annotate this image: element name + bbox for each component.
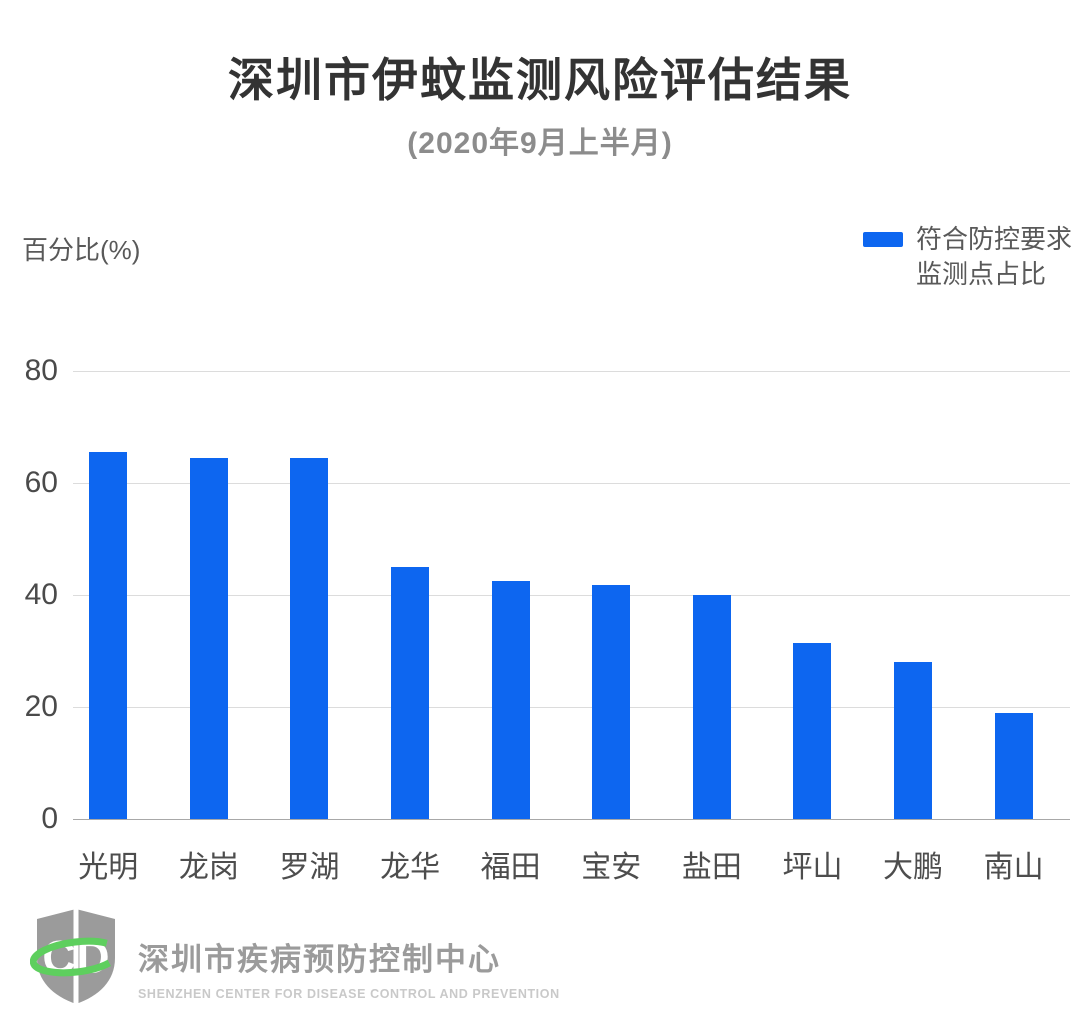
y-tick-label: 80 — [24, 354, 58, 387]
bar-band — [58, 371, 159, 819]
footer: C D 深圳市疾病预防控制中心 SHENZHEN CENTER FOR DISE… — [30, 906, 560, 1006]
x-axis-label: 福田 — [480, 851, 541, 884]
bar-band — [762, 371, 863, 819]
x-axis-label: 龙华 — [380, 851, 441, 884]
bar-坪山 — [793, 642, 832, 819]
x-axis-labels: 光明 龙岗 罗湖 龙华 福田 宝安 盐田 坪山 大鹏 南山 — [58, 842, 1064, 886]
bar-band — [460, 371, 561, 819]
x-axis-label: 龙岗 — [178, 851, 239, 884]
x-axis-label: 坪山 — [782, 851, 843, 884]
bar-盐田 — [692, 595, 731, 819]
y-axis-ticks: 0 20 40 60 80 — [0, 354, 58, 835]
bar-光明 — [89, 452, 128, 819]
bar-band — [259, 371, 360, 819]
x-axis-label: 光明 — [78, 851, 139, 884]
bar-band — [159, 371, 260, 819]
legend-swatch — [863, 232, 903, 247]
bar-宝安 — [592, 584, 631, 819]
bar-龙华 — [391, 567, 430, 819]
bar-龙岗 — [189, 457, 228, 819]
legend-label: 符合防控要求 监测点占比 — [916, 222, 1072, 292]
y-tick-label: 40 — [24, 578, 58, 611]
org-name-en: SHENZHEN CENTER FOR DISEASE CONTROL AND … — [138, 987, 560, 1001]
bar-band — [963, 371, 1064, 819]
bar-福田 — [491, 581, 530, 819]
legend: 符合防控要求 监测点占比 — [863, 222, 1072, 292]
x-axis-label: 盐田 — [681, 851, 742, 884]
footer-text: 深圳市疾病预防控制中心 SHENZHEN CENTER FOR DISEASE … — [138, 906, 560, 1006]
bar-band — [863, 371, 964, 819]
bar-series — [58, 371, 1064, 819]
x-axis-label: 大鹏 — [883, 851, 944, 884]
bar-罗湖 — [290, 457, 329, 819]
bar-band — [561, 371, 662, 819]
bar-南山 — [994, 712, 1033, 819]
cdc-shield-logo-icon: C D — [30, 909, 122, 1004]
gridline — [73, 707, 1070, 708]
orbit-ring-icon — [30, 937, 122, 977]
legend-label-line1: 符合防控要求 — [916, 224, 1073, 254]
y-tick-label: 0 — [41, 802, 58, 835]
legend-label-line2: 监测点占比 — [916, 259, 1047, 289]
x-axis-label: 罗湖 — [279, 851, 340, 884]
x-axis-line — [73, 819, 1070, 820]
bar-大鹏 — [894, 662, 933, 819]
page-title: 深圳市伊蚊监测风险评估结果 — [228, 54, 852, 106]
gridline — [73, 371, 1070, 372]
gridline — [73, 483, 1070, 484]
bar-band — [662, 371, 763, 819]
y-tick-label: 20 — [24, 690, 58, 723]
org-name-cn: 深圳市疾病预防控制中心 — [138, 942, 501, 977]
y-tick-label: 60 — [24, 466, 58, 499]
y-axis-unit-label: 百分比(%) — [22, 235, 141, 265]
x-axis-label: 南山 — [983, 851, 1044, 884]
gridline — [73, 595, 1070, 596]
plot-area — [73, 371, 1070, 820]
page-subtitle: (2020年9月上半月) — [407, 127, 673, 160]
x-axis-label: 宝安 — [581, 851, 642, 884]
bar-band — [360, 371, 461, 819]
